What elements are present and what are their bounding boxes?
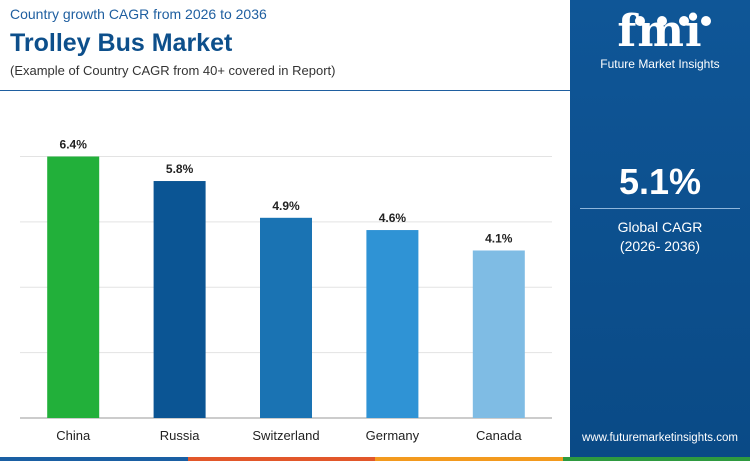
chart-note: (Example of Country CAGR from 40+ covere… xyxy=(10,63,336,78)
strip-segment xyxy=(375,457,563,461)
strip-segment xyxy=(187,457,375,461)
x-tick-label-china: China xyxy=(56,428,91,443)
x-tick-label-canada: Canada xyxy=(476,428,522,443)
data-label-canada: 4.1% xyxy=(485,231,513,245)
data-label-russia: 5.8% xyxy=(166,162,194,176)
chart-header: Country growth CAGR from 2026 to 2036 Tr… xyxy=(10,2,570,79)
data-label-switzerland: 4.9% xyxy=(272,199,300,213)
fmi-logo: fmi Future Market Insights xyxy=(570,6,750,72)
bar-china xyxy=(47,156,100,418)
bar-russia xyxy=(153,181,206,418)
bar-germany xyxy=(366,230,419,418)
bar-canada xyxy=(472,250,525,418)
x-tick-label-russia: Russia xyxy=(160,428,201,443)
data-label-china: 6.4% xyxy=(60,138,88,152)
chart-title: Trolley Bus Market xyxy=(10,29,233,57)
x-tick-label-germany: Germany xyxy=(366,428,420,443)
strip-segment xyxy=(562,457,750,461)
website-link[interactable]: www.futuremarketinsights.com xyxy=(582,432,738,444)
global-cagr-label: Global CAGR xyxy=(617,219,703,235)
bar-switzerland xyxy=(260,217,312,418)
bar-chart: 6.4% China 5.8% Russia 4.9% Switzerland 4.6% Ge… xyxy=(20,138,552,443)
header-divider xyxy=(0,90,570,91)
data-label-germany: 4.6% xyxy=(379,211,407,225)
logo-tagline: Future Market Insights xyxy=(600,57,720,71)
logo-globe-icons xyxy=(635,16,711,26)
summary-panel: fmi Future Market Insights 5.1% Global C… xyxy=(570,0,750,461)
chart-subtitle: Country growth CAGR from 2026 to 2036 xyxy=(10,6,267,22)
cagr-divider xyxy=(580,208,740,209)
global-cagr-value: 5.1% xyxy=(618,161,702,202)
global-cagr-period: (2026- 2036) xyxy=(619,238,701,254)
logo-wordmark: fmi xyxy=(617,6,703,57)
x-tick-label-switzerland: Switzerland xyxy=(252,428,319,443)
strip-segment xyxy=(0,457,188,461)
